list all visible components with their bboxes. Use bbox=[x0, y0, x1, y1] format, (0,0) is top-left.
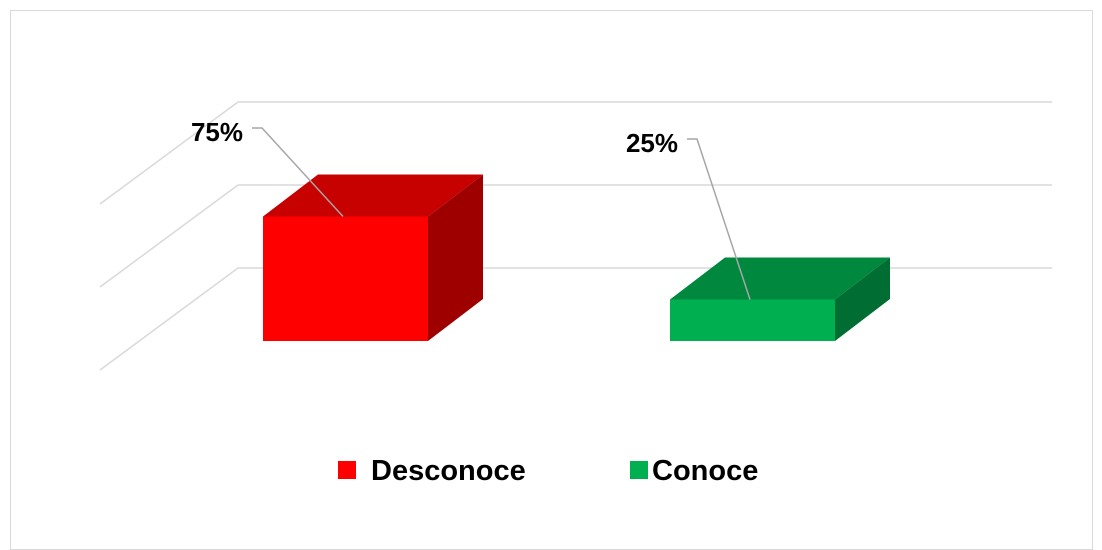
bar-front-face bbox=[263, 216, 428, 341]
leader-line bbox=[687, 138, 751, 300]
legend-label-conoce: Conoce bbox=[652, 455, 758, 487]
data-label-desconoce: 75% bbox=[191, 117, 243, 147]
bar-side-face bbox=[835, 257, 890, 341]
leader-line bbox=[252, 127, 344, 218]
legend: Desconoce Conoce bbox=[338, 455, 758, 487]
bars bbox=[263, 174, 890, 341]
bar-conoce bbox=[670, 257, 890, 341]
bar-top-face bbox=[670, 257, 890, 300]
chart-svg: 75% 25% Desconoce Conoce bbox=[99, 101, 1052, 487]
gridline-diagonal bbox=[99, 184, 239, 288]
legend-swatch-desconoce bbox=[338, 461, 356, 479]
bar-desconoce bbox=[263, 174, 483, 341]
chart-frame bbox=[10, 10, 1093, 550]
gridline-diagonal bbox=[99, 101, 239, 205]
bar-top-face bbox=[263, 174, 483, 217]
bar-side-face bbox=[428, 174, 483, 341]
leader-lines bbox=[252, 127, 751, 300]
data-label-conoce: 25% bbox=[626, 128, 678, 158]
legend-swatch-conoce bbox=[630, 461, 648, 479]
data-labels: 75% 25% bbox=[191, 117, 678, 158]
gridline-diagonal bbox=[99, 267, 239, 371]
bar-front-face bbox=[670, 299, 835, 341]
legend-label-desconoce: Desconoce bbox=[371, 455, 526, 487]
